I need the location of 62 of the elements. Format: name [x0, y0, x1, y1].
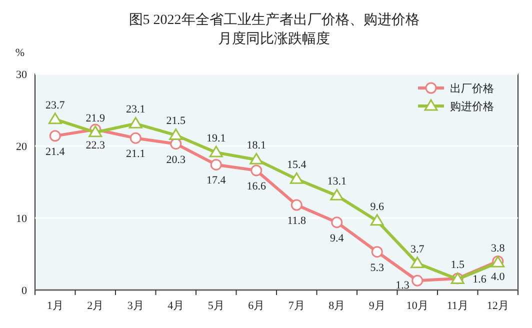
point — [250, 164, 262, 176]
chart-subtitle: 月度同比涨跌幅度 — [218, 31, 330, 47]
point — [250, 152, 264, 164]
y-tick-label: 10 — [16, 213, 28, 225]
point — [290, 172, 304, 184]
y-tick-label: 20 — [16, 141, 28, 153]
x-tick-label: 12月 — [486, 300, 509, 312]
point — [169, 128, 183, 140]
data-label: 9.6 — [370, 200, 384, 213]
x-tick-label: 6月 — [248, 300, 265, 312]
point — [48, 112, 62, 124]
x-tick-label: 9月 — [368, 300, 386, 312]
data-label: 17.4 — [206, 174, 226, 187]
data-label: 11.8 — [287, 215, 307, 228]
data-label: 5.3 — [370, 262, 384, 274]
point — [331, 216, 343, 228]
data-label: 21.5 — [166, 115, 186, 128]
x-tick-label: 8月 — [328, 300, 346, 312]
point — [128, 116, 142, 128]
x-tick-label: 2月 — [87, 300, 104, 312]
legend-label: 出厂价格 — [450, 82, 494, 95]
data-label: 9.4 — [330, 232, 344, 244]
data-label: 13.1 — [327, 176, 346, 188]
data-label: 1.6 — [472, 273, 487, 286]
data-label: 21.1 — [126, 148, 146, 160]
point — [210, 158, 222, 170]
x-tick-label: 10月 — [406, 300, 428, 312]
data-label: 1.5 — [450, 259, 465, 272]
x-tick-label: 3月 — [127, 300, 144, 312]
data-label: 1.3 — [396, 280, 410, 292]
data-label: 22.3 — [86, 139, 106, 152]
y-axis-title: % — [15, 47, 25, 59]
data-label: 16.6 — [246, 180, 266, 192]
point — [371, 246, 383, 258]
data-label: 3.7 — [410, 243, 425, 256]
point — [290, 199, 302, 211]
data-label: 20.3 — [166, 154, 186, 166]
data-label: 21.9 — [86, 112, 106, 124]
x-tick-label: 4月 — [168, 300, 184, 312]
legend-label: 购进价格 — [450, 100, 494, 113]
point — [412, 274, 424, 286]
chart-title: 图5 2022年全省工业生产者出厂价格、购进价格 — [128, 12, 420, 28]
x-tick-label: 7月 — [288, 300, 305, 312]
x-tick-label: 1月 — [46, 300, 64, 312]
data-label: 23.7 — [46, 99, 66, 112]
y-tick-label: 30 — [16, 69, 28, 81]
data-label: 19.1 — [206, 132, 226, 144]
point — [209, 146, 223, 158]
data-label: 4.0 — [491, 271, 506, 284]
point — [49, 130, 61, 142]
data-label: 21.4 — [46, 146, 66, 158]
point — [370, 214, 384, 226]
y-tick-label: 0 — [22, 285, 28, 297]
point — [330, 188, 344, 200]
data-label: 15.4 — [287, 159, 307, 172]
x-tick-label: 5月 — [208, 300, 224, 312]
data-label: 23.1 — [126, 104, 146, 116]
x-tick-label: 11月 — [446, 300, 468, 312]
data-label: 3.8 — [491, 242, 506, 255]
data-label: 18.1 — [246, 140, 266, 152]
point — [130, 132, 142, 144]
point — [410, 256, 424, 268]
